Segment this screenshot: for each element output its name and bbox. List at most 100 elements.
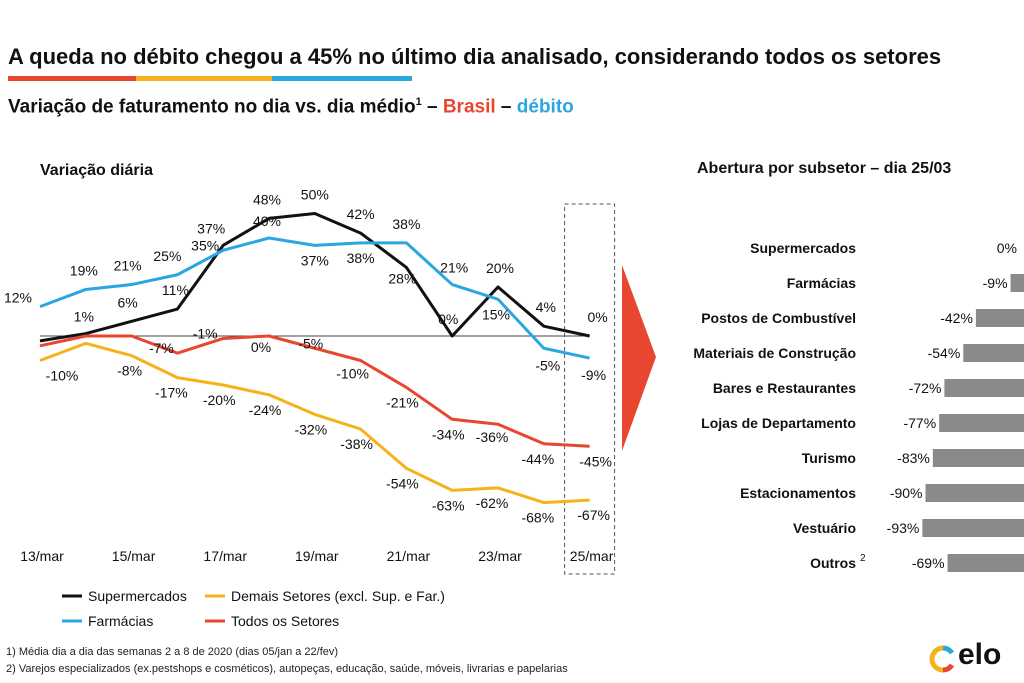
data-label: 0%: [438, 311, 458, 327]
bar: [932, 449, 1024, 467]
bar-value-label: -90%: [890, 485, 923, 501]
subtitle-dash-2: –: [495, 96, 517, 118]
x-tick-label: 17/mar: [203, 548, 247, 564]
data-label: -44%: [521, 451, 554, 467]
data-label: 0%: [251, 339, 271, 355]
data-label: 4%: [536, 299, 556, 315]
bar-value-label: -54%: [928, 345, 961, 361]
bar-category-label: Estacionamentos: [740, 485, 856, 501]
title-underline-blue: [272, 76, 412, 81]
series-line-0: [39, 212, 590, 343]
data-label: 37%: [197, 220, 225, 236]
data-label: -62%: [476, 495, 509, 511]
data-label: -8%: [117, 363, 142, 379]
bar-value-label: -77%: [903, 415, 936, 431]
data-label: -32%: [294, 421, 327, 437]
series-line-3: [39, 334, 590, 448]
data-label: 0%: [587, 309, 607, 325]
data-label: -10%: [46, 368, 79, 384]
title-underline-red: [8, 76, 136, 81]
data-label: 37%: [301, 252, 329, 268]
data-label: 6%: [117, 294, 137, 310]
data-label: 21%: [114, 258, 142, 274]
data-label: -5%: [535, 357, 560, 373]
subtitle-brasil: Brasil: [442, 96, 496, 118]
footnote-2: 2) Varejos especializados (ex.pestshops …: [6, 663, 568, 675]
data-label: -10%: [336, 366, 369, 382]
bar: [1010, 274, 1024, 292]
bar: [922, 519, 1024, 537]
data-label: 42%: [347, 206, 375, 222]
data-label: 19%: [70, 262, 98, 278]
data-label: -21%: [386, 394, 419, 410]
subtitle: Variação de faturamento no dia vs. dia m…: [8, 96, 574, 118]
subtitle-debito: débito: [516, 96, 574, 118]
bar-value-label: -42%: [940, 310, 973, 326]
data-label: 1%: [74, 309, 94, 325]
data-label: -34%: [432, 426, 465, 442]
data-label: -67%: [577, 507, 610, 523]
data-label: -7%: [149, 340, 174, 356]
title-underline-yellow: [136, 76, 272, 81]
legend-label: Farmácias: [88, 613, 153, 629]
data-label: 35%: [191, 237, 219, 253]
bar-value-label: -83%: [897, 450, 930, 466]
legend-label: Demais Setores (excl. Sup. e Far.): [231, 588, 445, 604]
data-label: -5%: [298, 335, 323, 351]
data-label: 40%: [253, 213, 281, 229]
bar: [944, 379, 1024, 397]
series-line-1: [39, 236, 590, 360]
series-line-2: [39, 341, 590, 505]
data-label: 38%: [392, 216, 420, 232]
bar: [975, 309, 1024, 327]
bar-category-label: Materiais de Construção: [693, 345, 856, 361]
page-title: A queda no débito chegou a 45% no último…: [8, 44, 942, 69]
data-label: 21%: [440, 260, 468, 276]
arrow-icon: [622, 265, 656, 451]
bar-category-label: Farmácias: [787, 275, 856, 291]
subtitle-footnote-ref: 1: [415, 96, 422, 108]
data-label: -24%: [249, 402, 282, 418]
bar-value-label: -93%: [887, 520, 920, 536]
bar-chart-title: Abertura por subsetor – dia 25/03: [697, 160, 952, 177]
x-tick-label: 25/mar: [570, 548, 614, 564]
elo-logo-mark: [929, 645, 955, 673]
footnote-1: 1) Média dia a dia das semanas 2 a 8 de …: [6, 646, 339, 658]
data-label: -54%: [386, 475, 419, 491]
bar-value-label: -72%: [909, 380, 942, 396]
data-label: -9%: [581, 367, 606, 383]
data-label: 25%: [153, 248, 181, 264]
subtitle-main: Variação de faturamento no dia vs. dia m…: [8, 96, 416, 118]
bar-value-label: -9%: [983, 275, 1008, 291]
x-tick-label: 21/mar: [387, 548, 431, 564]
x-tick-label: 23/mar: [478, 548, 522, 564]
x-tick-label: 13/mar: [20, 548, 64, 564]
data-label: -17%: [155, 385, 188, 401]
data-label: -68%: [521, 510, 554, 526]
data-label: -20%: [203, 392, 236, 408]
data-label: 20%: [486, 260, 514, 276]
bar: [925, 484, 1024, 502]
data-label: 15%: [482, 306, 510, 322]
legend-label: Supermercados: [88, 588, 187, 604]
data-label: -45%: [579, 453, 612, 469]
data-label: -36%: [476, 429, 509, 445]
data-label: 28%: [388, 270, 416, 286]
x-tick-label: 15/mar: [112, 548, 156, 564]
data-label: -38%: [340, 436, 373, 452]
bar-category-label: Postos de Combustível: [701, 310, 856, 326]
data-label: 12%: [4, 290, 32, 306]
bar: [963, 344, 1024, 362]
x-tick-label: 19/mar: [295, 548, 339, 564]
bar-category-label: Turismo: [802, 450, 856, 466]
data-label: 48%: [253, 191, 281, 207]
bar-category-label: Vestuário: [793, 520, 856, 536]
bar-category-label: Lojas de Departamento: [701, 415, 856, 431]
bar-category-label: Outros: [810, 555, 856, 571]
data-label: -63%: [432, 497, 465, 513]
data-label: -1%: [193, 325, 218, 341]
line-chart-title: Variação diária: [40, 162, 153, 179]
data-label: 50%: [301, 187, 329, 203]
bar-category-label: Supermercados: [750, 240, 856, 256]
